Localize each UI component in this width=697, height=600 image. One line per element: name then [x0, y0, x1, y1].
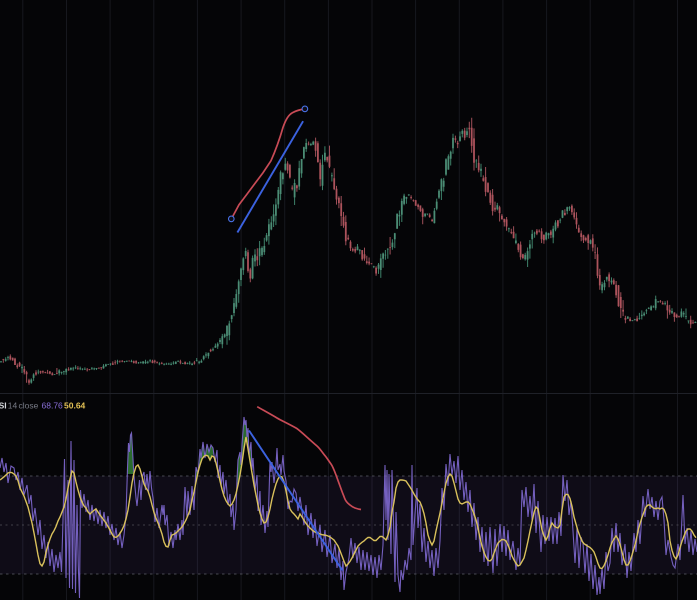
- svg-text:50.64: 50.64: [64, 400, 86, 410]
- svg-text:close: close: [19, 400, 39, 410]
- svg-text:RSI: RSI: [0, 400, 7, 410]
- svg-text:14: 14: [8, 400, 18, 410]
- svg-text:68.76: 68.76: [42, 400, 64, 410]
